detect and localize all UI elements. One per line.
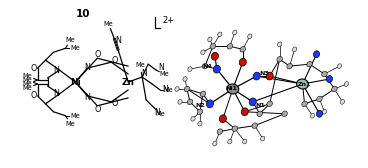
Text: Me: Me	[71, 113, 80, 119]
Ellipse shape	[206, 100, 213, 108]
Text: O: O	[111, 56, 117, 65]
Ellipse shape	[233, 30, 237, 35]
Text: N: N	[158, 63, 164, 72]
Ellipse shape	[317, 96, 322, 102]
Text: Me: Me	[155, 111, 165, 117]
Text: Me: Me	[23, 85, 32, 91]
Ellipse shape	[218, 32, 222, 37]
Text: Me: Me	[23, 73, 32, 79]
Ellipse shape	[197, 109, 203, 115]
Text: N: N	[154, 108, 160, 117]
Text: Zn1: Zn1	[298, 81, 311, 87]
Text: N: N	[141, 69, 147, 78]
Ellipse shape	[232, 126, 238, 131]
Text: Ni: Ni	[70, 77, 81, 87]
Ellipse shape	[187, 99, 193, 105]
Ellipse shape	[213, 65, 220, 73]
Ellipse shape	[219, 115, 226, 123]
Text: Me: Me	[135, 62, 145, 68]
Ellipse shape	[277, 42, 282, 47]
Ellipse shape	[326, 76, 332, 82]
Text: Me: Me	[23, 77, 32, 83]
Ellipse shape	[202, 63, 208, 69]
Ellipse shape	[297, 79, 308, 89]
Ellipse shape	[307, 61, 312, 67]
Ellipse shape	[314, 51, 319, 58]
Text: O: O	[31, 91, 37, 100]
Text: N3: N3	[260, 71, 270, 76]
Text: Me: Me	[23, 81, 32, 87]
Text: N2: N2	[195, 103, 205, 108]
Ellipse shape	[282, 111, 287, 116]
Ellipse shape	[316, 110, 322, 117]
Text: O: O	[94, 50, 100, 59]
Text: O: O	[31, 64, 37, 73]
Ellipse shape	[241, 108, 248, 116]
Text: Me: Me	[159, 71, 169, 77]
Ellipse shape	[201, 50, 205, 55]
Text: N4: N4	[202, 64, 212, 69]
Ellipse shape	[252, 123, 258, 128]
Ellipse shape	[228, 139, 232, 144]
Ellipse shape	[198, 121, 202, 126]
Ellipse shape	[240, 47, 245, 52]
Ellipse shape	[188, 67, 192, 72]
Text: N1: N1	[256, 103, 266, 108]
Text: N: N	[84, 63, 90, 72]
Text: O: O	[111, 99, 117, 108]
Text: Me: Me	[103, 22, 113, 28]
Ellipse shape	[178, 99, 182, 104]
Ellipse shape	[322, 71, 327, 77]
Ellipse shape	[183, 77, 187, 81]
Text: 2+: 2+	[162, 16, 174, 25]
Ellipse shape	[211, 52, 219, 60]
Ellipse shape	[213, 141, 217, 146]
Ellipse shape	[243, 139, 247, 144]
Text: Me: Me	[66, 121, 75, 127]
Ellipse shape	[208, 37, 212, 42]
Ellipse shape	[277, 56, 282, 62]
Text: N: N	[54, 66, 59, 75]
Text: Ni1: Ni1	[225, 87, 237, 91]
Ellipse shape	[249, 98, 256, 106]
Text: N: N	[162, 86, 168, 94]
Text: Me: Me	[71, 45, 80, 51]
Ellipse shape	[332, 86, 337, 92]
Ellipse shape	[253, 72, 260, 80]
Ellipse shape	[184, 86, 190, 92]
Text: 10: 10	[76, 9, 91, 19]
Ellipse shape	[239, 58, 246, 66]
Text: N: N	[84, 93, 90, 102]
Ellipse shape	[267, 101, 272, 107]
Ellipse shape	[302, 101, 307, 107]
Text: N: N	[54, 89, 59, 98]
Ellipse shape	[344, 82, 348, 86]
Text: Me: Me	[66, 37, 75, 43]
Ellipse shape	[261, 136, 265, 141]
Ellipse shape	[322, 109, 326, 114]
Ellipse shape	[175, 87, 179, 91]
Ellipse shape	[227, 84, 239, 94]
Ellipse shape	[227, 44, 233, 49]
Ellipse shape	[340, 99, 344, 104]
Ellipse shape	[191, 116, 195, 121]
Text: Me: Me	[163, 87, 173, 93]
Ellipse shape	[200, 91, 206, 97]
Text: Zn: Zn	[122, 77, 135, 87]
Ellipse shape	[266, 72, 273, 80]
Ellipse shape	[293, 47, 297, 52]
Text: N: N	[115, 36, 121, 45]
Ellipse shape	[257, 111, 262, 116]
Ellipse shape	[210, 44, 216, 49]
Ellipse shape	[217, 129, 223, 134]
Ellipse shape	[248, 34, 252, 39]
Ellipse shape	[287, 63, 292, 69]
Ellipse shape	[337, 64, 342, 69]
Ellipse shape	[310, 113, 315, 118]
Text: O: O	[94, 105, 100, 114]
